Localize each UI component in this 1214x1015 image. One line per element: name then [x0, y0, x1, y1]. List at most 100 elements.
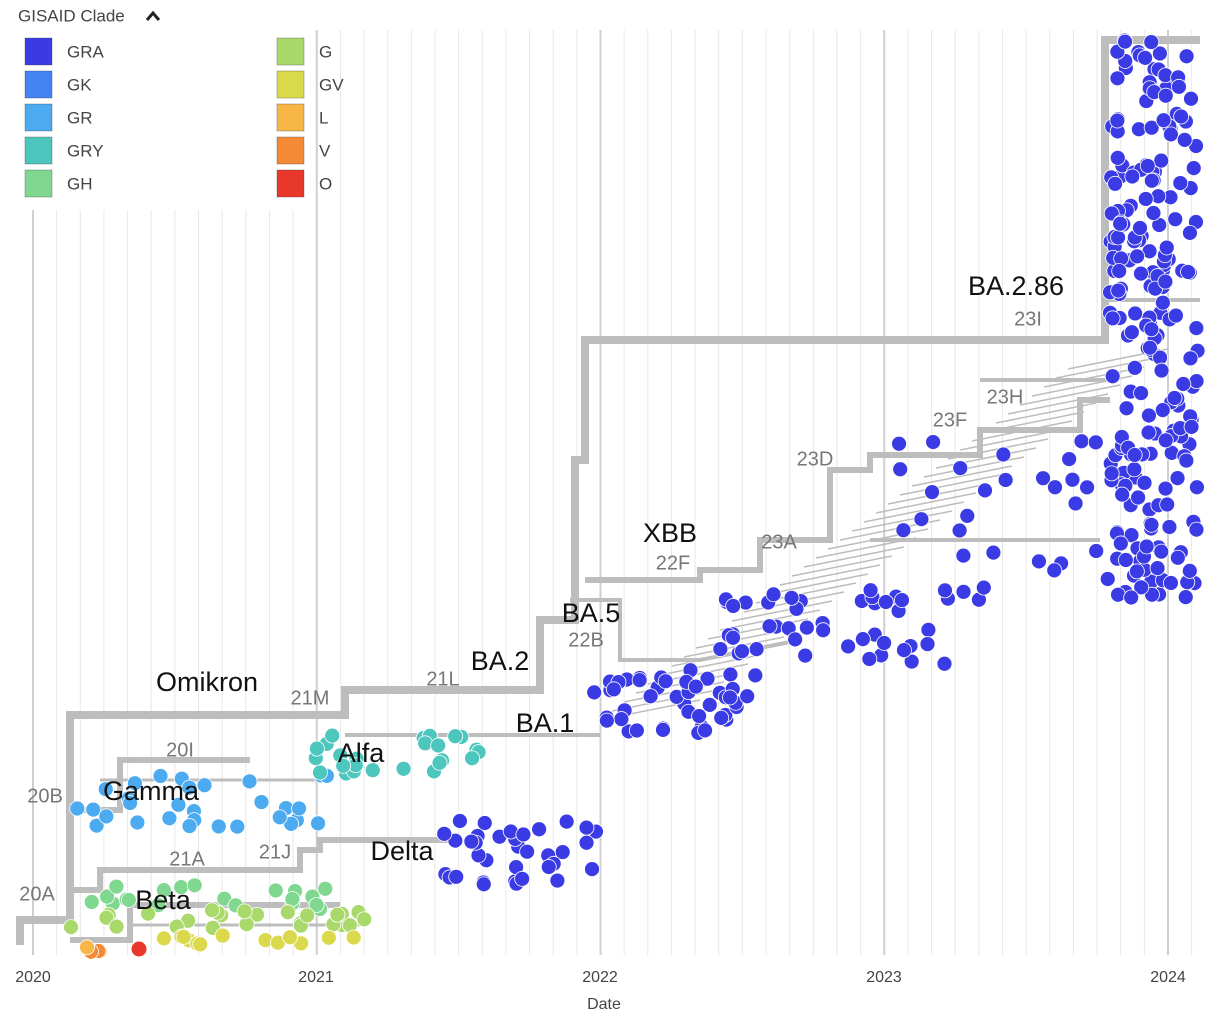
tip-node[interactable] — [1141, 339, 1158, 356]
tip-node[interactable] — [854, 631, 871, 648]
tip-node[interactable] — [186, 877, 203, 894]
tip-node[interactable] — [236, 903, 253, 920]
legend-swatch[interactable] — [276, 103, 305, 132]
tip-node[interactable] — [1188, 521, 1205, 538]
tip-node[interactable] — [1181, 562, 1198, 579]
tip-node[interactable] — [1182, 225, 1198, 241]
tip-node[interactable] — [1117, 552, 1134, 568]
tip-node[interactable] — [395, 760, 412, 777]
tip-node[interactable] — [936, 655, 953, 672]
tip-node[interactable] — [891, 435, 907, 452]
tip-node[interactable] — [196, 777, 213, 794]
tip-node[interactable] — [1110, 282, 1127, 299]
tip-node[interactable] — [761, 618, 778, 635]
tip-node[interactable] — [253, 794, 270, 810]
tip-node[interactable] — [951, 522, 968, 539]
tip-node[interactable] — [1031, 553, 1047, 570]
tip-node[interactable] — [1099, 571, 1116, 587]
tip-node[interactable] — [356, 911, 373, 928]
tip-node[interactable] — [1159, 496, 1176, 513]
legend-label[interactable]: GRA — [67, 42, 105, 61]
tip-node[interactable] — [815, 622, 832, 639]
tip-node[interactable] — [431, 754, 448, 771]
tip-node[interactable] — [519, 843, 536, 860]
tip-node[interactable] — [131, 941, 147, 957]
tip-node[interactable] — [1110, 586, 1126, 603]
tip-node[interactable] — [1126, 359, 1143, 376]
tip-node[interactable] — [282, 929, 298, 946]
tip-node[interactable] — [1112, 215, 1129, 232]
legend-swatch[interactable] — [24, 37, 53, 66]
tip-node[interactable] — [1103, 465, 1120, 482]
tip-node[interactable] — [1109, 70, 1126, 87]
tip-node[interactable] — [152, 768, 169, 784]
tip-node[interactable] — [584, 861, 600, 878]
tip-node[interactable] — [1133, 385, 1149, 401]
tip-node[interactable] — [514, 870, 531, 887]
tip-node[interactable] — [241, 773, 258, 790]
tip-node[interactable] — [1157, 273, 1174, 290]
tip-node[interactable] — [329, 906, 346, 923]
tip-node[interactable] — [108, 878, 125, 895]
tip-node[interactable] — [69, 800, 86, 817]
tip-node[interactable] — [797, 647, 814, 664]
tip-node[interactable] — [291, 800, 307, 817]
tip-node[interactable] — [335, 757, 352, 774]
tip-node[interactable] — [722, 689, 738, 706]
tip-node[interactable] — [701, 696, 718, 713]
tip-node[interactable] — [1185, 160, 1202, 177]
tip-node[interactable] — [181, 818, 198, 834]
tip-node[interactable] — [1154, 294, 1171, 311]
legend-swatch[interactable] — [276, 169, 305, 198]
tip-node[interactable] — [1104, 310, 1121, 327]
tip-node[interactable] — [1145, 205, 1162, 221]
tip-node[interactable] — [463, 833, 480, 850]
tip-node[interactable] — [1124, 168, 1141, 185]
tip-node[interactable] — [540, 859, 557, 875]
tip-node[interactable] — [725, 598, 742, 614]
tip-node[interactable] — [959, 507, 976, 524]
tip-node[interactable] — [586, 684, 603, 701]
tip-node[interactable] — [1157, 480, 1174, 497]
tip-node[interactable] — [997, 472, 1014, 488]
tip-node[interactable] — [122, 795, 139, 811]
tip-node[interactable] — [308, 897, 325, 913]
tip-node[interactable] — [628, 722, 645, 739]
tip-node[interactable] — [840, 638, 857, 655]
tip-node[interactable] — [920, 621, 937, 638]
tip-node[interactable] — [1073, 433, 1090, 450]
tip-node[interactable] — [1175, 376, 1192, 392]
tip-node[interactable] — [952, 460, 969, 476]
tip-node[interactable] — [1114, 486, 1131, 503]
tip-node[interactable] — [1112, 535, 1129, 552]
tip-node[interactable] — [1167, 211, 1184, 228]
legend-label[interactable]: GH — [67, 174, 93, 193]
tip-node[interactable] — [655, 721, 671, 738]
tip-node[interactable] — [1178, 48, 1195, 65]
tip-node[interactable] — [85, 801, 102, 818]
tip-node[interactable] — [1144, 586, 1160, 603]
tip-node[interactable] — [1107, 175, 1124, 192]
tip-node[interactable] — [876, 635, 892, 651]
tip-node[interactable] — [1046, 562, 1063, 579]
tip-node[interactable] — [108, 918, 125, 935]
tip-node[interactable] — [310, 815, 326, 832]
tip-node[interactable] — [919, 636, 936, 652]
tip-node[interactable] — [1173, 108, 1190, 125]
tip-node[interactable] — [88, 817, 105, 834]
tip-node[interactable] — [924, 484, 940, 500]
legend-swatch[interactable] — [276, 37, 305, 66]
tip-node[interactable] — [578, 834, 595, 851]
tip-node[interactable] — [1136, 474, 1153, 491]
tip-node[interactable] — [476, 815, 493, 831]
legend-title[interactable]: GISAID Clade — [18, 6, 125, 25]
tip-node[interactable] — [1149, 560, 1166, 577]
tip-node[interactable] — [1047, 479, 1063, 496]
tip-node[interactable] — [127, 775, 143, 792]
tip-node[interactable] — [748, 641, 765, 658]
tip-node[interactable] — [1127, 305, 1144, 322]
tip-node[interactable] — [1188, 373, 1205, 390]
tip-node[interactable] — [98, 808, 115, 825]
tip-node[interactable] — [1137, 191, 1154, 207]
tip-node[interactable] — [861, 651, 878, 667]
